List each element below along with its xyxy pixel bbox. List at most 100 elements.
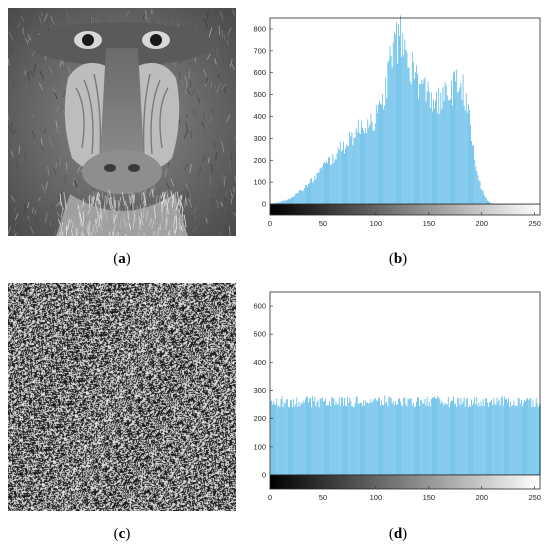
- histogram-bar: [325, 398, 326, 475]
- histogram-bar: [434, 396, 435, 475]
- histogram-bar: [291, 399, 292, 475]
- histogram-bar: [441, 400, 443, 475]
- histogram-bar: [534, 406, 536, 475]
- histogram-bar: [415, 72, 416, 205]
- histogram-bar: [364, 133, 365, 205]
- x-tick-label: 200: [476, 493, 489, 502]
- histogram-bar: [343, 406, 344, 475]
- histogram-bar: [451, 80, 452, 205]
- histogram-bar: [418, 397, 419, 475]
- histogram-axes: 0 100 200 300 400 500 600 0 50 100 150 200 250: [253, 291, 541, 502]
- histogram-bar: [477, 406, 479, 475]
- histogram-bar: [450, 402, 451, 475]
- histogram-bar: [311, 177, 313, 205]
- histogram-bar: [380, 405, 381, 475]
- histogram-bar: [332, 154, 334, 205]
- histogram-bar: [391, 403, 393, 475]
- histogram-bar: [419, 406, 421, 475]
- histogram-bar: [333, 162, 335, 205]
- histogram-bar: [484, 398, 486, 475]
- histogram-bar: [331, 396, 333, 475]
- histogram-bar: [473, 402, 475, 475]
- histogram-bar: [458, 91, 460, 205]
- histogram-bar: [354, 403, 356, 475]
- histogram-bar: [416, 65, 417, 205]
- histogram-bar: [504, 396, 505, 475]
- caption-a: (a): [113, 251, 131, 267]
- histogram-bar: [491, 399, 493, 475]
- histogram-bar: [309, 183, 310, 205]
- histogram-bar: [358, 133, 360, 205]
- histogram-bar: [529, 398, 531, 475]
- x-tick-label: 100: [370, 493, 383, 502]
- histogram-bar: [317, 173, 319, 205]
- histogram-bar: [283, 402, 285, 475]
- histogram-bar: [376, 112, 378, 205]
- histogram-bar: [489, 202, 490, 205]
- histogram-bar: [345, 405, 346, 475]
- histogram-bar: [381, 400, 382, 475]
- histogram-bar: [429, 406, 431, 475]
- histogram-bar: [439, 398, 441, 475]
- histogram-bar: [475, 404, 477, 475]
- histogram-bar: [461, 100, 463, 205]
- histogram-bar: [312, 182, 314, 205]
- histogram-bar: [394, 401, 396, 475]
- histogram-bar: [444, 402, 446, 475]
- histogram-bar: [304, 399, 306, 475]
- histogram-bar: [375, 104, 377, 205]
- histogram-bar: [469, 110, 470, 205]
- histogram-bar: [313, 401, 315, 475]
- histogram-bar: [329, 400, 331, 475]
- histogram-bar: [307, 186, 308, 205]
- histogram-bar: [320, 398, 322, 475]
- histogram-bar: [401, 56, 403, 205]
- histogram-b: 0 100 200 300 400 500 600 700 800 0 50 100 150 200 250: [253, 15, 541, 228]
- histogram-bar: [423, 79, 425, 205]
- histogram-bar: [501, 396, 503, 475]
- histogram-bar: [321, 166, 323, 205]
- y-tick-label: 500: [253, 330, 266, 339]
- histogram-bar: [462, 401, 464, 475]
- histogram-bar: [299, 406, 301, 475]
- histogram-bar: [487, 402, 488, 475]
- histogram-bar: [342, 149, 343, 205]
- noise-canvas: [8, 283, 236, 511]
- histogram-bar: [454, 70, 455, 205]
- histogram-bar: [379, 398, 380, 475]
- grayscale-colorbar: [270, 474, 540, 489]
- histogram-bar: [373, 399, 375, 475]
- histogram-bar: [525, 401, 526, 475]
- histogram-bar: [276, 202, 278, 205]
- histogram-bar: [482, 191, 484, 205]
- histogram-bar: [404, 397, 406, 475]
- histogram-bar: [517, 397, 519, 475]
- histogram-bar: [392, 401, 394, 475]
- histogram-bar: [478, 180, 480, 205]
- histogram-bar: [483, 195, 485, 205]
- histogram-bar: [285, 199, 287, 205]
- histogram-bar: [279, 407, 281, 475]
- histogram-bar: [497, 401, 499, 475]
- histogram-bar: [336, 404, 338, 475]
- histogram-bar: [361, 121, 362, 205]
- histogram-bar: [460, 82, 462, 205]
- histogram-bar: [332, 397, 334, 475]
- histogram-bar: [320, 168, 322, 205]
- histogram-bar: [474, 397, 476, 475]
- histogram-bar: [399, 398, 400, 475]
- histogram-bar: [478, 402, 480, 475]
- grayscale-colorbar: [270, 204, 540, 215]
- histogram-bar: [280, 399, 282, 475]
- histogram-bar: [356, 396, 358, 475]
- histogram-bar: [488, 407, 489, 475]
- histogram-bar: [453, 396, 454, 475]
- histogram-axes: 0 100 200 300 400 500 600 700 800 0 50 100 150 200 250: [253, 17, 541, 228]
- histogram-bar: [360, 133, 361, 205]
- histogram-bar: [533, 407, 535, 475]
- histogram-bar: [344, 153, 345, 205]
- histogram-bar: [479, 181, 481, 205]
- histogram-bar: [329, 156, 331, 205]
- histogram-bar: [405, 403, 407, 475]
- histogram-bar: [368, 403, 370, 475]
